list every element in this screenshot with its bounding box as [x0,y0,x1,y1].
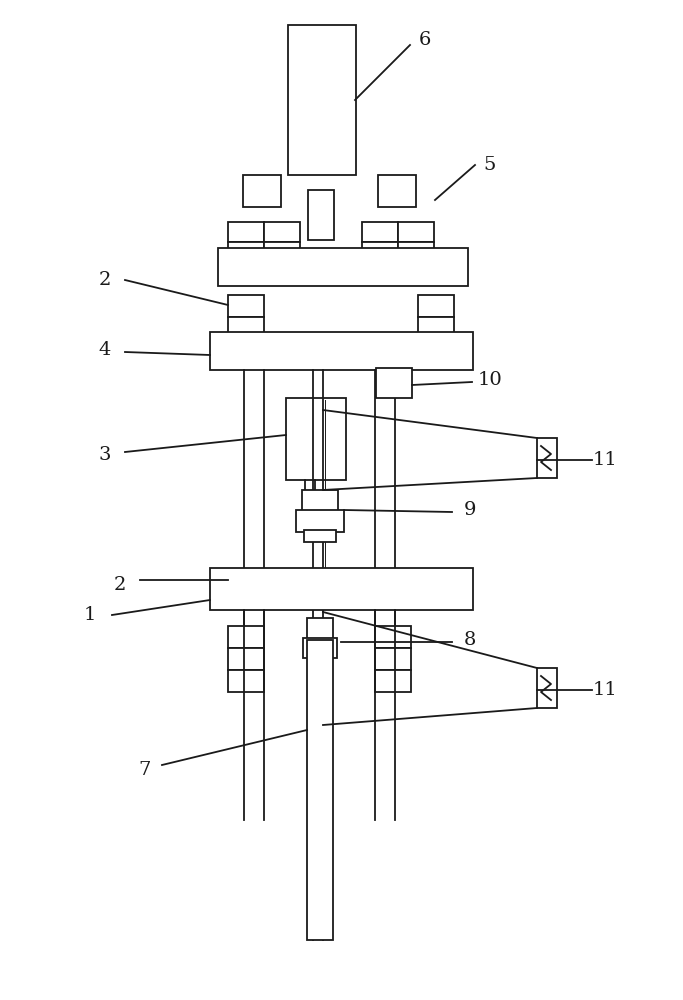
Bar [378,175,416,207]
Bar [308,190,334,240]
Bar [243,175,281,207]
Text: 2: 2 [99,271,111,289]
Bar [537,668,557,708]
Text: 1: 1 [84,606,96,624]
Text: 3: 3 [99,446,111,464]
Bar [375,626,411,648]
Bar [302,490,338,512]
Bar [210,568,473,610]
Bar [398,242,434,262]
Bar [228,222,264,242]
Bar [288,25,356,175]
Text: 4: 4 [99,341,111,359]
Bar [228,648,264,670]
Bar [375,670,411,692]
Text: 9: 9 [464,501,476,519]
Text: 8: 8 [464,631,476,649]
Text: 11: 11 [593,681,617,699]
Bar [286,398,346,480]
Bar [228,295,264,317]
Text: 5: 5 [484,156,496,174]
Bar [303,638,337,658]
Bar [304,530,336,542]
Text: 6: 6 [419,31,431,49]
Bar [418,317,454,339]
Bar [537,438,557,478]
Bar [418,295,454,317]
Bar [375,648,411,670]
Bar [218,248,468,286]
Bar [296,510,344,532]
Bar [362,222,398,242]
Bar [264,242,300,262]
Bar [228,242,264,262]
Bar [264,222,300,242]
Bar [228,626,264,648]
Bar [307,640,333,940]
Text: 10: 10 [477,371,503,389]
Text: 7: 7 [139,761,151,779]
Bar [376,368,412,398]
Bar [362,242,398,262]
Bar [307,618,333,640]
Bar [210,332,473,370]
Bar [228,317,264,339]
Bar [398,222,434,242]
Text: 2: 2 [114,576,126,594]
Bar [228,670,264,692]
Text: 11: 11 [593,451,617,469]
